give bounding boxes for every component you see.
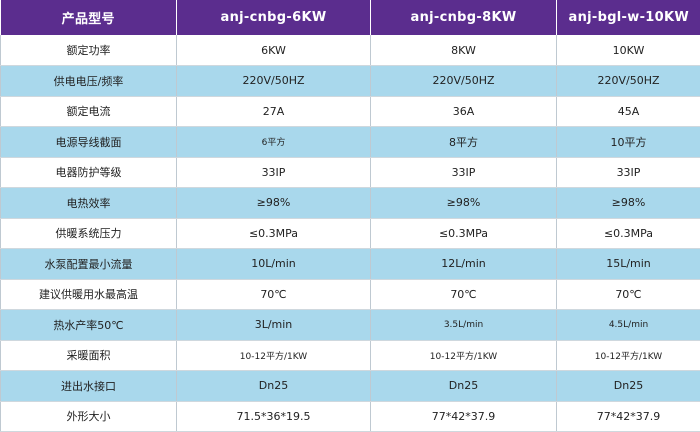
row-label: 电器防护等级 [0, 157, 177, 188]
row-label: 电热效率 [0, 187, 177, 219]
cell-10kw: 33IP [556, 157, 700, 188]
header-model-6kw: anj-cnbg-6KW [176, 0, 371, 35]
cell-6kw: 10-12平方/1KW [176, 340, 371, 371]
cell-8kw: ≥98% [370, 187, 557, 219]
table-row: 供电电压/频率 220V/50HZ 220V/50HZ 220V/50HZ [0, 65, 700, 97]
cell-8kw: 70℃ [370, 279, 557, 310]
cell-8kw: 36A [370, 96, 557, 127]
cell-10kw: 45A [556, 96, 700, 127]
cell-8kw: 8平方 [370, 126, 557, 158]
row-label: 供暖系统压力 [0, 218, 177, 249]
table-row: 电源导线截面 6平方 8平方 10平方 [0, 126, 700, 158]
cell-8kw: 10-12平方/1KW [370, 340, 557, 371]
table-row: 外形大小 71.5*36*19.5 77*42*37.9 77*42*37.9 [0, 401, 700, 432]
cell-6kw: ≤0.3MPa [176, 218, 371, 249]
cell-6kw: 71.5*36*19.5 [176, 401, 371, 432]
row-label: 电源导线截面 [0, 126, 177, 158]
cell-6kw: ≥98% [176, 187, 371, 219]
row-label: 建议供暖用水最高温 [0, 279, 177, 310]
cell-6kw: 6平方 [176, 126, 371, 158]
cell-8kw: ≤0.3MPa [370, 218, 557, 249]
cell-10kw: 15L/min [556, 248, 700, 280]
table-row: 额定功率 6KW 8KW 10KW [0, 35, 700, 66]
cell-6kw: 33IP [176, 157, 371, 188]
cell-10kw: 220V/50HZ [556, 65, 700, 97]
row-label: 额定电流 [0, 96, 177, 127]
cell-10kw: 10KW [556, 35, 700, 66]
cell-6kw: 3L/min [176, 309, 371, 341]
row-label: 供电电压/频率 [0, 65, 177, 97]
cell-10kw: 70℃ [556, 279, 700, 310]
cell-8kw: 8KW [370, 35, 557, 66]
cell-10kw: ≤0.3MPa [556, 218, 700, 249]
cell-8kw: 220V/50HZ [370, 65, 557, 97]
cell-6kw: 220V/50HZ [176, 65, 371, 97]
table-row: 额定电流 27A 36A 45A [0, 96, 700, 127]
table-row: 热水产率50℃ 3L/min 3.5L/min 4.5L/min [0, 309, 700, 341]
table-row: 进出水接口 Dn25 Dn25 Dn25 [0, 370, 700, 402]
header-model-8kw: anj-cnbg-8KW [370, 0, 557, 35]
table-row: 供暖系统压力 ≤0.3MPa ≤0.3MPa ≤0.3MPa [0, 218, 700, 249]
cell-6kw: 6KW [176, 35, 371, 66]
table-row: 水泵配置最小流量 10L/min 12L/min 15L/min [0, 248, 700, 280]
table-row: 采暖面积 10-12平方/1KW 10-12平方/1KW 10-12平方/1KW [0, 340, 700, 371]
cell-6kw: 27A [176, 96, 371, 127]
header-model-label: 产品型号 [0, 0, 177, 35]
row-label: 外形大小 [0, 401, 177, 432]
row-label: 水泵配置最小流量 [0, 248, 177, 280]
cell-8kw: 12L/min [370, 248, 557, 280]
cell-6kw: 70℃ [176, 279, 371, 310]
row-label: 额定功率 [0, 35, 177, 66]
header-row: 产品型号 anj-cnbg-6KW anj-cnbg-8KW anj-bgl-w… [0, 0, 700, 35]
cell-10kw: 10平方 [556, 126, 700, 158]
cell-8kw: Dn25 [370, 370, 557, 402]
cell-6kw: 10L/min [176, 248, 371, 280]
cell-10kw: 77*42*37.9 [556, 401, 700, 432]
header-model-10kw: anj-bgl-w-10KW [556, 0, 700, 35]
cell-8kw: 33IP [370, 157, 557, 188]
cell-10kw: 4.5L/min [556, 309, 700, 341]
row-label: 采暖面积 [0, 340, 177, 371]
cell-8kw: 3.5L/min [370, 309, 557, 341]
table-row: 电器防护等级 33IP 33IP 33IP [0, 157, 700, 188]
cell-8kw: 77*42*37.9 [370, 401, 557, 432]
table-row: 建议供暖用水最高温 70℃ 70℃ 70℃ [0, 279, 700, 310]
row-label: 热水产率50℃ [0, 309, 177, 341]
table-row: 电热效率 ≥98% ≥98% ≥98% [0, 187, 700, 219]
cell-10kw: Dn25 [556, 370, 700, 402]
cell-6kw: Dn25 [176, 370, 371, 402]
cell-10kw: 10-12平方/1KW [556, 340, 700, 371]
cell-10kw: ≥98% [556, 187, 700, 219]
row-label: 进出水接口 [0, 370, 177, 402]
